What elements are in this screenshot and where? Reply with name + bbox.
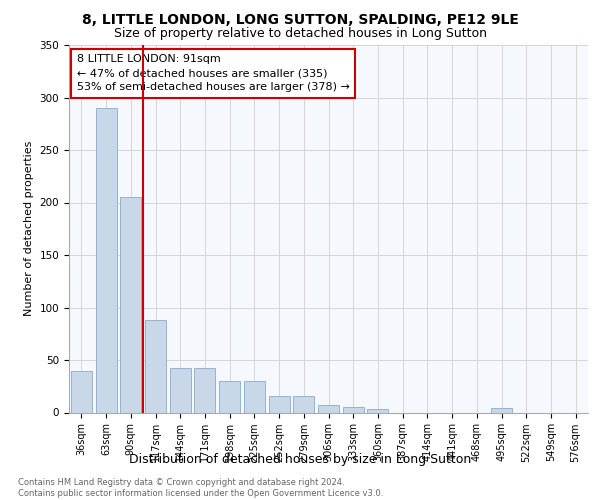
Text: Distribution of detached houses by size in Long Sutton: Distribution of detached houses by size … <box>129 452 471 466</box>
Bar <box>71 370 92 412</box>
Text: 8, LITTLE LONDON, LONG SUTTON, SPALDING, PE12 9LE: 8, LITTLE LONDON, LONG SUTTON, SPALDING,… <box>82 12 518 26</box>
Bar <box>219 381 240 412</box>
Bar <box>367 410 388 412</box>
Bar <box>194 368 215 412</box>
Text: 8 LITTLE LONDON: 91sqm
← 47% of detached houses are smaller (335)
53% of semi-de: 8 LITTLE LONDON: 91sqm ← 47% of detached… <box>77 54 350 92</box>
Bar <box>95 108 116 412</box>
Bar <box>343 407 364 412</box>
Bar <box>318 405 339 412</box>
Bar <box>293 396 314 412</box>
Bar <box>145 320 166 412</box>
Bar <box>120 197 141 412</box>
Text: Contains HM Land Registry data © Crown copyright and database right 2024.
Contai: Contains HM Land Registry data © Crown c… <box>18 478 383 498</box>
Bar <box>491 408 512 412</box>
Text: Size of property relative to detached houses in Long Sutton: Size of property relative to detached ho… <box>113 28 487 40</box>
Bar <box>170 368 191 412</box>
Bar <box>269 396 290 412</box>
Bar <box>244 381 265 412</box>
Y-axis label: Number of detached properties: Number of detached properties <box>24 141 34 316</box>
